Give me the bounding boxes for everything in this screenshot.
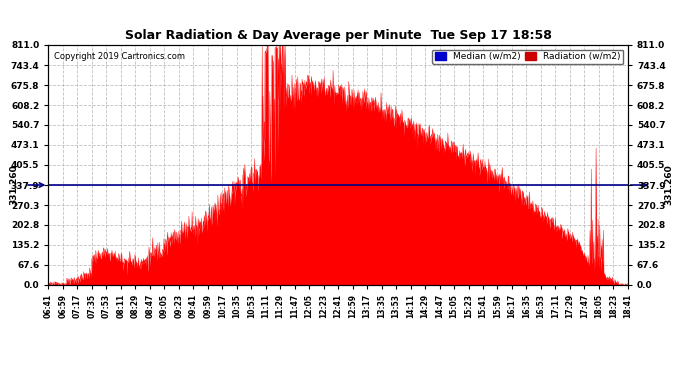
Title: Solar Radiation & Day Average per Minute  Tue Sep 17 18:58: Solar Radiation & Day Average per Minute… [125, 30, 551, 42]
Legend: Median (w/m2), Radiation (w/m2): Median (w/m2), Radiation (w/m2) [432, 50, 623, 64]
Text: Copyright 2019 Cartronics.com: Copyright 2019 Cartronics.com [54, 52, 185, 61]
Text: 331.260: 331.260 [9, 165, 18, 206]
Text: 331.260: 331.260 [664, 165, 673, 206]
